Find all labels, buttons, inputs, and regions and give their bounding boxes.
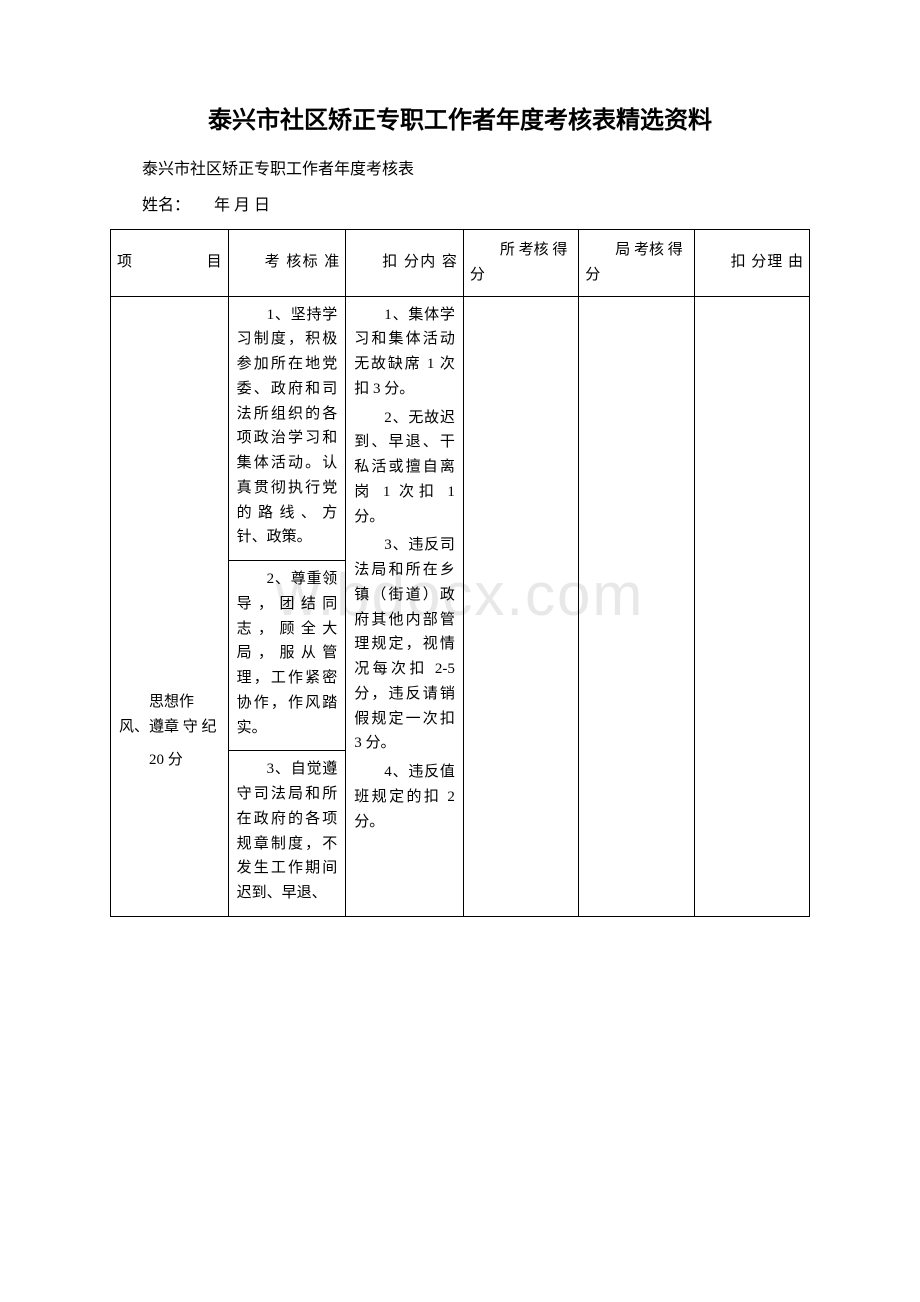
- standard-cell-3: 3、自觉遵守司法局和所在政府的各项规章制度，不发生工作期间迟到、早退、: [228, 751, 346, 917]
- header-project: 项目: [111, 230, 229, 297]
- header-deduct: 扣 分内 容: [346, 230, 464, 297]
- header-deduct-reason: 扣 分理 由: [694, 230, 809, 297]
- deduct-cell: 1、集体学习和集体活动无故缺席 1 次扣 3 分。 2、无故迟到、早退、干私活或…: [346, 296, 464, 916]
- table-row: 思想作风、遵章 守 纪 20 分 1、坚持学习制度，积极参加所在地党委、政府和司…: [111, 296, 810, 561]
- name-date-line: 姓名： 年 月 日: [110, 191, 810, 215]
- deduct-reason-cell: [694, 296, 809, 916]
- header-local-score: 所 考核 得 分: [463, 230, 578, 297]
- standard-cell-2: 2、尊重领导，团结同志，顾全大局，服从管理，工作紧密协作，作风踏实。: [228, 561, 346, 751]
- bureau-score-cell: [579, 296, 694, 916]
- standard-cell-1: 1、坚持学习制度，积极参加所在地党委、政府和司法所组织的各项政治学习和集体活动。…: [228, 296, 346, 561]
- table-header-row: 项目 考 核标 准 扣 分内 容 所 考核 得 分 局 考核 得 分 扣 分理 …: [111, 230, 810, 297]
- assessment-table: 项目 考 核标 准 扣 分内 容 所 考核 得 分 局 考核 得 分 扣 分理 …: [110, 229, 810, 917]
- header-bureau-score: 局 考核 得 分: [579, 230, 694, 297]
- local-score-cell: [463, 296, 578, 916]
- header-standard: 考 核标 准: [228, 230, 346, 297]
- page-subtitle: 泰兴市社区矫正专职工作者年度考核表: [110, 155, 810, 179]
- category-cell: 思想作风、遵章 守 纪 20 分: [111, 296, 229, 916]
- page-title: 泰兴市社区矫正专职工作者年度考核表精选资料: [110, 100, 810, 135]
